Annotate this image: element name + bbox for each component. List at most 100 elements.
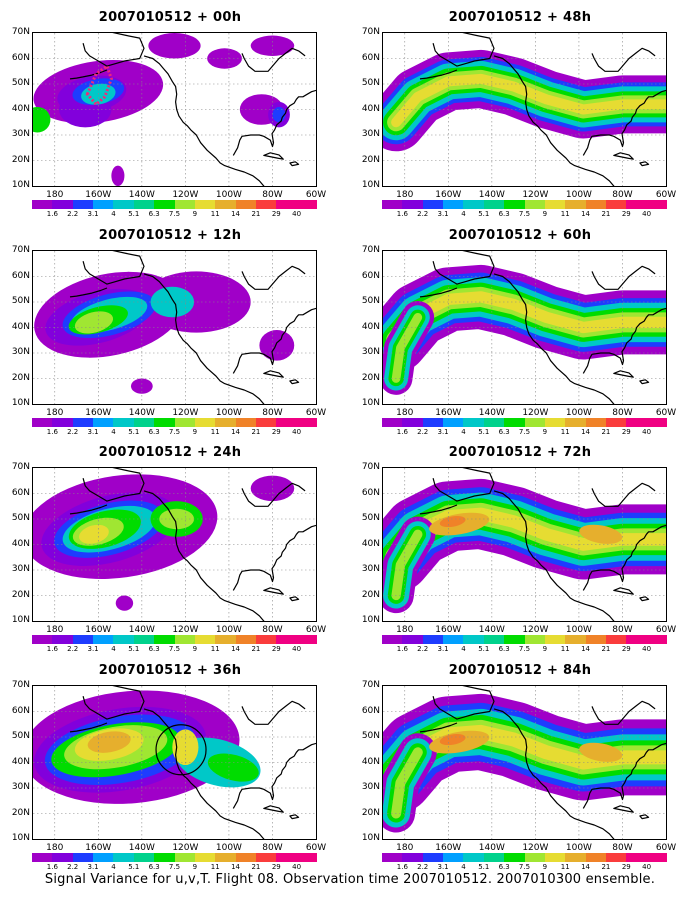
lat-tick-label: 60N xyxy=(11,270,30,281)
colorbar-swatch xyxy=(382,635,403,644)
lon-tick-label: 120W xyxy=(172,843,199,853)
colorbar-level-label: 14 xyxy=(231,645,241,653)
colorbar-swatch xyxy=(605,200,627,209)
lon-tick-label: 100W xyxy=(215,843,242,853)
colorbar-swatch xyxy=(174,635,195,644)
lon-tick-label: 80W xyxy=(262,843,283,853)
colorbar-level-label: 9 xyxy=(192,428,198,436)
colorbar-level-label: 14 xyxy=(231,210,241,218)
colorbar-level-label: 5.1 xyxy=(478,210,490,218)
lat-tick-label: 10N xyxy=(361,615,380,625)
lat-tick-label: 30N xyxy=(11,782,30,792)
colorbar-swatch xyxy=(626,635,647,644)
lon-tick-label: 180 xyxy=(46,625,64,635)
colorbar-swatch xyxy=(646,635,668,644)
panel-84h: 2007010512 + 84h 70N 60N 50N 40N 30N 20N 10N 180… xyxy=(350,653,690,871)
colorbar-swatch xyxy=(565,853,586,862)
colorbar-labels: 1.6 2.2 3.1 4 5.1 6.3 7.5 9 11 14 21 29 40 xyxy=(32,428,317,438)
colorbar-level-label: 29 xyxy=(271,210,281,218)
colorbar-swatch xyxy=(605,635,627,644)
variance-map xyxy=(32,32,317,187)
colorbar-labels: 1.6 2.2 3.1 4 5.1 6.3 7.5 9 11 14 21 29 40 xyxy=(382,428,667,438)
colorbar-swatch xyxy=(52,853,73,862)
lon-tick-label: 140W xyxy=(128,843,155,853)
target-region-outline xyxy=(85,63,113,107)
colorbar-level-label: 40 xyxy=(292,428,302,436)
colorbar-level-label: 11 xyxy=(560,210,570,218)
colorbar-level-label: 40 xyxy=(642,645,652,653)
colorbar-level-label: 14 xyxy=(231,863,241,871)
colorbar-level-label: 7.5 xyxy=(168,428,181,436)
colorbar-swatch xyxy=(93,635,114,644)
colorbar-swatch xyxy=(483,418,505,427)
colorbar-swatch xyxy=(646,853,668,862)
lat-tick-label: 10N xyxy=(361,398,380,408)
colorbar-level-label: 21 xyxy=(601,210,611,218)
colorbar-level-label: 2.2 xyxy=(67,863,79,871)
colorbar-level-label: 29 xyxy=(271,645,281,653)
lon-tick-label: 100W xyxy=(215,625,242,635)
colorbar-swatch xyxy=(255,853,277,862)
colorbar-level-label: 2.2 xyxy=(67,210,79,218)
colorbar-swatch xyxy=(463,853,484,862)
lon-tick-label: 160W xyxy=(435,843,462,853)
colorbar-swatch xyxy=(443,200,464,209)
variance-map xyxy=(382,685,667,840)
colorbar-swatch xyxy=(154,200,175,209)
colorbar-swatch xyxy=(255,418,277,427)
lat-tick-label: 70N xyxy=(11,462,30,472)
lon-tick-label: 120W xyxy=(172,408,199,418)
colorbar-swatch xyxy=(235,853,256,862)
lon-tick-label: 100W xyxy=(565,408,592,418)
colorbar-swatch xyxy=(544,200,566,209)
panel-title: 2007010512 + 24h xyxy=(98,445,242,460)
colorbar-level-label: 21 xyxy=(251,645,261,653)
colorbar xyxy=(32,635,318,644)
lat-tick-label: 10N xyxy=(11,398,30,408)
colorbar-swatch xyxy=(504,853,525,862)
lat-tick-label: 20N xyxy=(11,807,30,818)
colorbar-swatch xyxy=(443,418,464,427)
lon-tick-label: 80W xyxy=(612,408,633,418)
colorbar-swatch xyxy=(382,853,403,862)
colorbar-level-label: 1.6 xyxy=(396,645,408,653)
lon-tick-label: 80W xyxy=(262,190,283,200)
colorbar-swatch xyxy=(113,635,134,644)
colorbar-level-label: 11 xyxy=(560,645,570,653)
lat-tick-label: 10N xyxy=(11,833,30,843)
colorbar-swatch xyxy=(463,418,484,427)
colorbar-level-label: 14 xyxy=(581,210,591,218)
colorbar-swatch xyxy=(463,635,484,644)
lat-tick-label: 70N xyxy=(361,462,380,472)
lat-tick-label: 40N xyxy=(11,756,30,767)
colorbar-swatch xyxy=(524,418,545,427)
colorbar-swatch xyxy=(32,200,53,209)
colorbar-level-label: 5.1 xyxy=(128,428,140,436)
lon-tick-label: 140W xyxy=(478,190,505,200)
variance-map xyxy=(32,685,317,840)
colorbar-swatch xyxy=(296,635,318,644)
colorbar-labels: 1.6 2.2 3.1 4 5.1 6.3 7.5 9 11 14 21 29 40 xyxy=(32,645,317,655)
colorbar-swatch xyxy=(32,635,53,644)
colorbar-swatch xyxy=(296,200,318,209)
colorbar xyxy=(382,200,668,209)
colorbar-level-label: 3.1 xyxy=(437,645,449,653)
colorbar-swatch xyxy=(422,853,444,862)
colorbar-swatch xyxy=(544,853,566,862)
colorbar-level-label: 14 xyxy=(231,428,241,436)
colorbar-level-label: 11 xyxy=(560,863,570,871)
lat-tick-label: 40N xyxy=(361,103,380,114)
lat-tick-label: 60N xyxy=(361,270,380,281)
colorbar-swatch xyxy=(133,635,155,644)
colorbar-swatch xyxy=(626,853,647,862)
lon-tick-label: 180 xyxy=(396,625,414,635)
colorbar-level-label: 1.6 xyxy=(46,428,58,436)
colorbar-labels: 1.6 2.2 3.1 4 5.1 6.3 7.5 9 11 14 21 29 40 xyxy=(32,863,317,873)
colorbar-swatch xyxy=(194,853,216,862)
colorbar-swatch xyxy=(422,635,444,644)
colorbar-swatch xyxy=(72,418,94,427)
colorbar-level-label: 3.1 xyxy=(437,863,449,871)
colorbar-level-label: 29 xyxy=(271,428,281,436)
lat-tick-label: 30N xyxy=(361,564,380,574)
colorbar-swatch xyxy=(422,418,444,427)
